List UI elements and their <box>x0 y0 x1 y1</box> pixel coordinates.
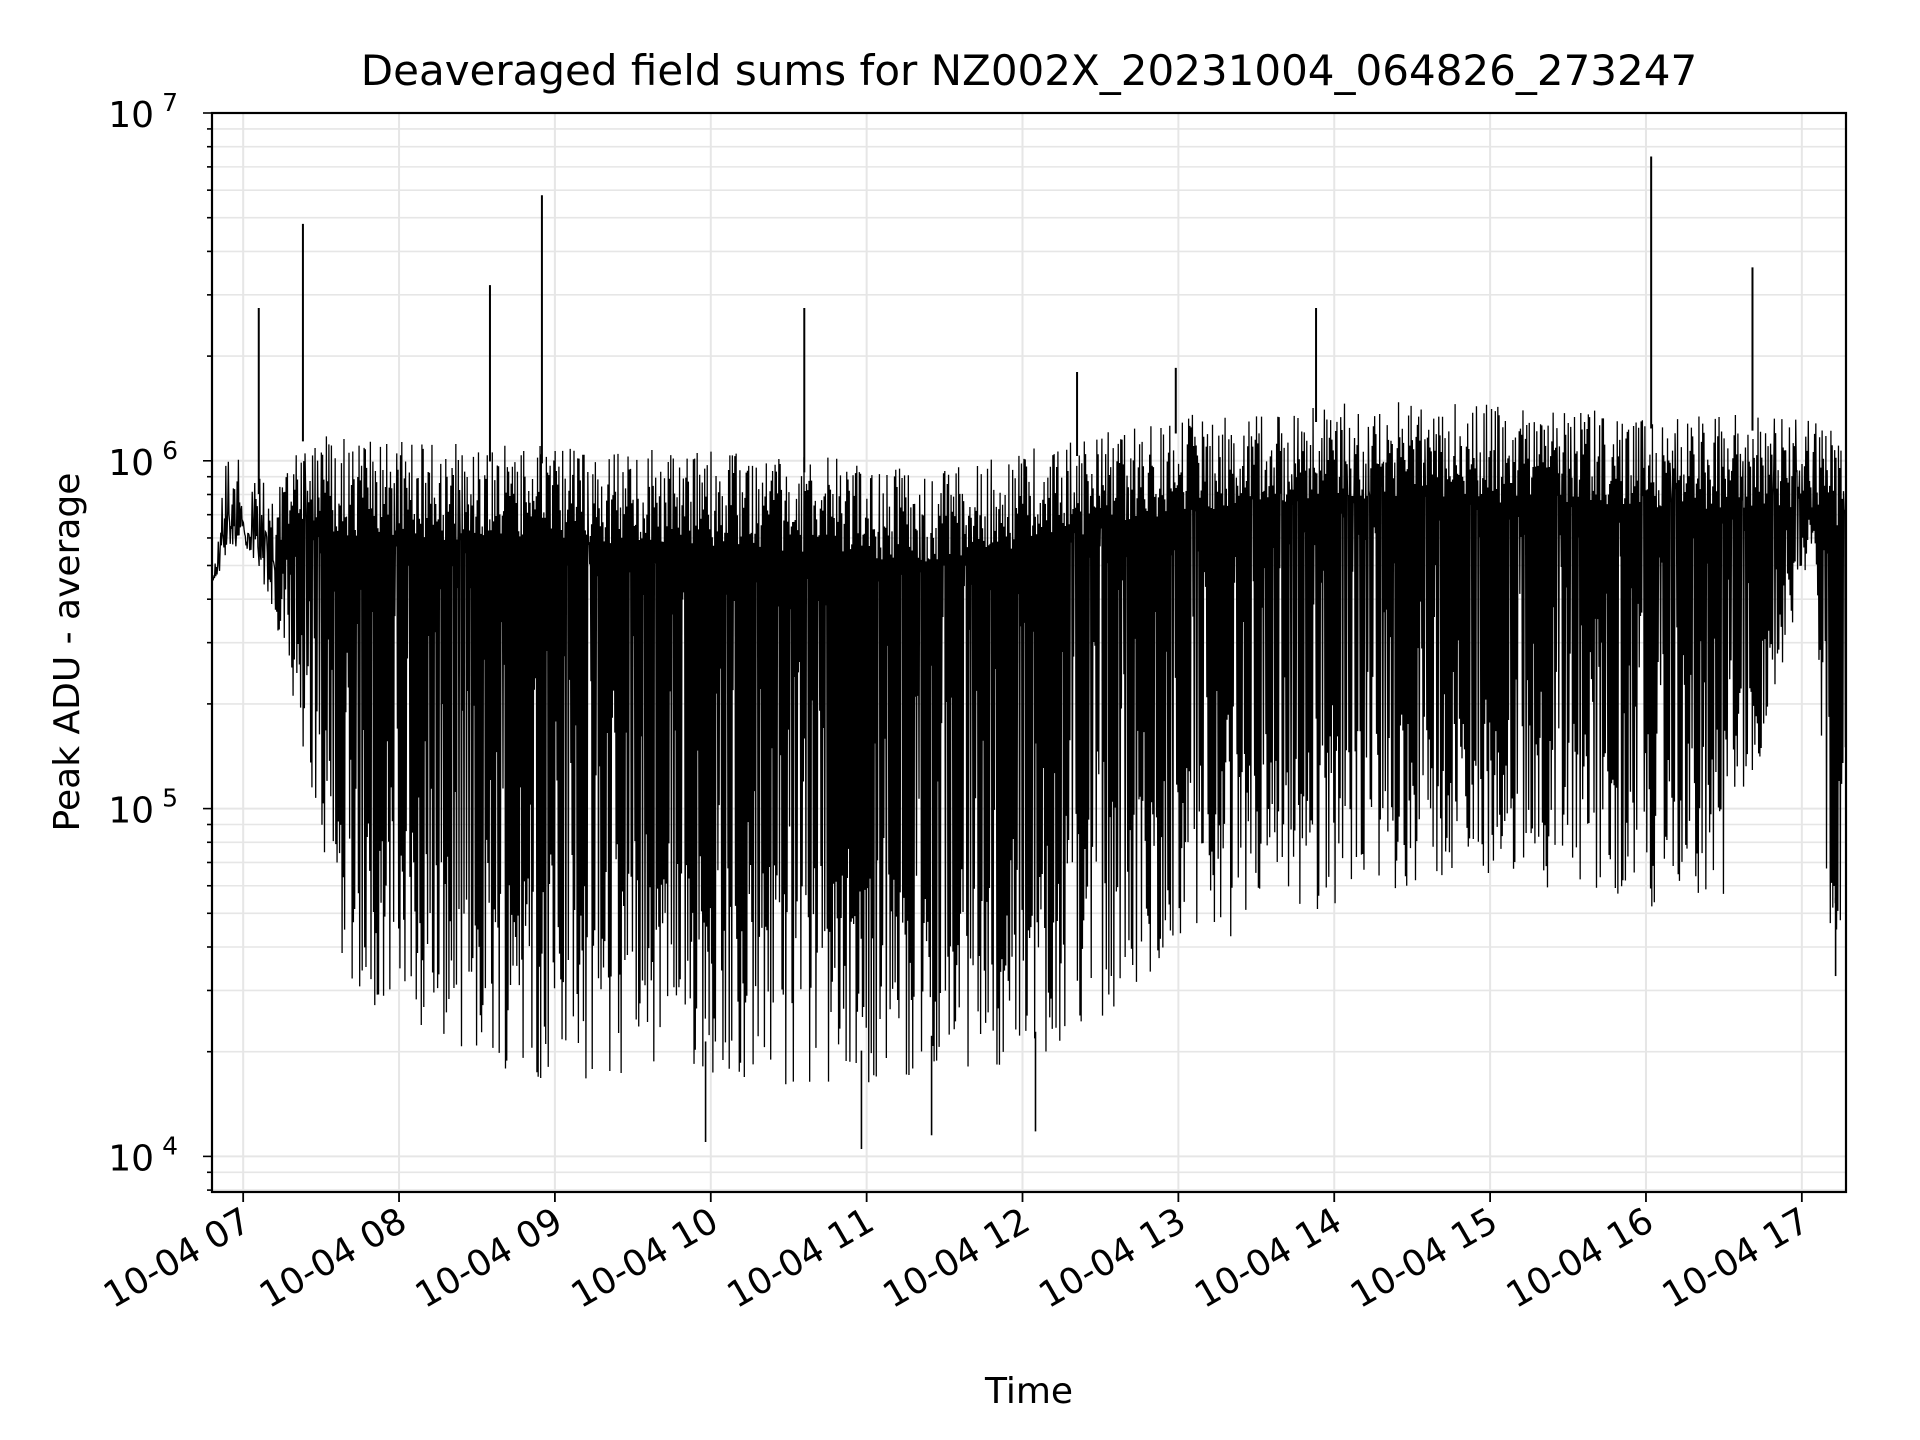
y-tick-label: 10 <box>108 1138 154 1179</box>
y-tick-label: 10 <box>108 443 154 484</box>
y-tick-exponent: 5 <box>162 784 178 813</box>
y-tick-exponent: 6 <box>162 436 178 465</box>
plot-frame <box>210 111 1848 1194</box>
y-axis: 10 4 10 5 10 6 10 7 <box>108 88 212 1191</box>
x-axis-label: Time <box>984 1371 1073 1412</box>
data-series <box>211 156 1847 1150</box>
y-axis-label: Peak ADU - average <box>47 473 88 832</box>
y-tick-label: 10 <box>108 95 154 136</box>
y-tick-label: 10 <box>108 791 154 832</box>
y-tick-exponent: 4 <box>162 1131 178 1160</box>
series-line <box>211 402 1847 1085</box>
chart-title: Deaveraged field sums for NZ002X_2023100… <box>361 46 1697 95</box>
y-tick-exponent: 7 <box>162 88 178 117</box>
